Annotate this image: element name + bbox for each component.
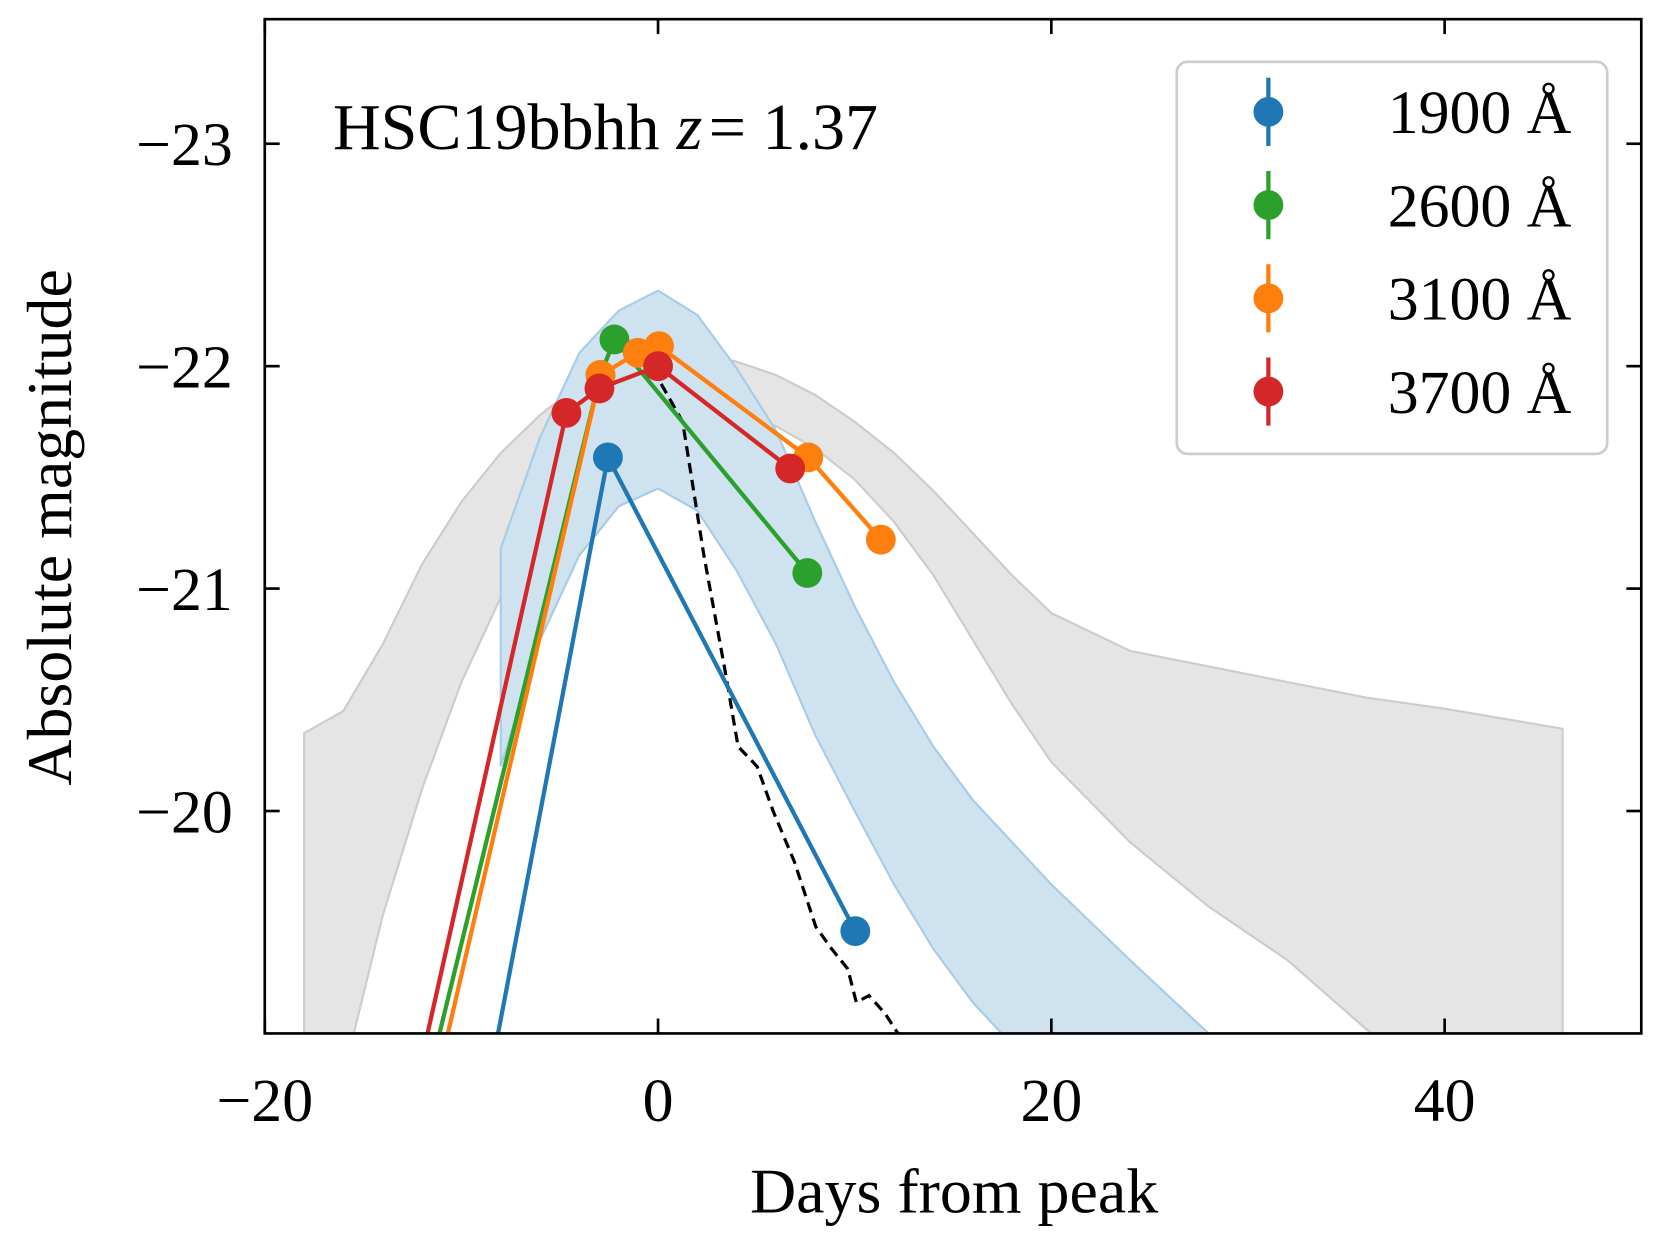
data-point bbox=[592, 442, 623, 473]
legend-label: 1900 Å bbox=[1388, 79, 1572, 147]
legend-marker bbox=[1253, 190, 1284, 221]
data-point bbox=[775, 453, 806, 484]
data-point bbox=[840, 916, 871, 947]
model-line bbox=[659, 383, 900, 1034]
data-point bbox=[551, 397, 582, 428]
legend-frame bbox=[1175, 60, 1609, 456]
legend-label: 3100 Å bbox=[1388, 266, 1572, 334]
data-point bbox=[407, 1130, 437, 1160]
x-tick-label: 0 bbox=[643, 1067, 674, 1135]
data-point bbox=[865, 524, 896, 555]
y-tick-label: −23 bbox=[136, 111, 233, 179]
legend: 1900 Å 2600 Å 3100 Å 3700 Å bbox=[1175, 60, 1609, 456]
legend-marker bbox=[1253, 96, 1284, 127]
data-point bbox=[599, 324, 630, 355]
data-point bbox=[584, 373, 615, 404]
y-tick-label: −20 bbox=[136, 778, 233, 846]
x-tick-label: 20 bbox=[1020, 1067, 1082, 1135]
data-point bbox=[643, 351, 673, 382]
data-point bbox=[407, 1090, 437, 1120]
band bbox=[499, 289, 1210, 1034]
data-point bbox=[466, 1107, 496, 1137]
legend-label: 3700 Å bbox=[1388, 359, 1572, 427]
data-point bbox=[792, 558, 823, 588]
x-tick-label: −20 bbox=[216, 1067, 313, 1135]
legend-marker bbox=[1253, 376, 1284, 407]
annotation: HSC19bbhh z = 1.37 bbox=[333, 91, 878, 164]
legend-label: 2600 Å bbox=[1388, 172, 1572, 240]
y-axis-label: Absolute magnitude bbox=[14, 269, 85, 786]
y-tick-label: −21 bbox=[136, 556, 233, 624]
y-tick-label: −22 bbox=[136, 333, 233, 401]
series-line bbox=[437, 335, 809, 1034]
legend-marker bbox=[1253, 283, 1284, 314]
data-point bbox=[407, 1043, 437, 1073]
x-tick-label: 40 bbox=[1414, 1067, 1476, 1135]
plot-area bbox=[303, 289, 1564, 1160]
x-axis-label: Days from peak bbox=[750, 1155, 1158, 1226]
axes-frame bbox=[263, 17, 1643, 1035]
